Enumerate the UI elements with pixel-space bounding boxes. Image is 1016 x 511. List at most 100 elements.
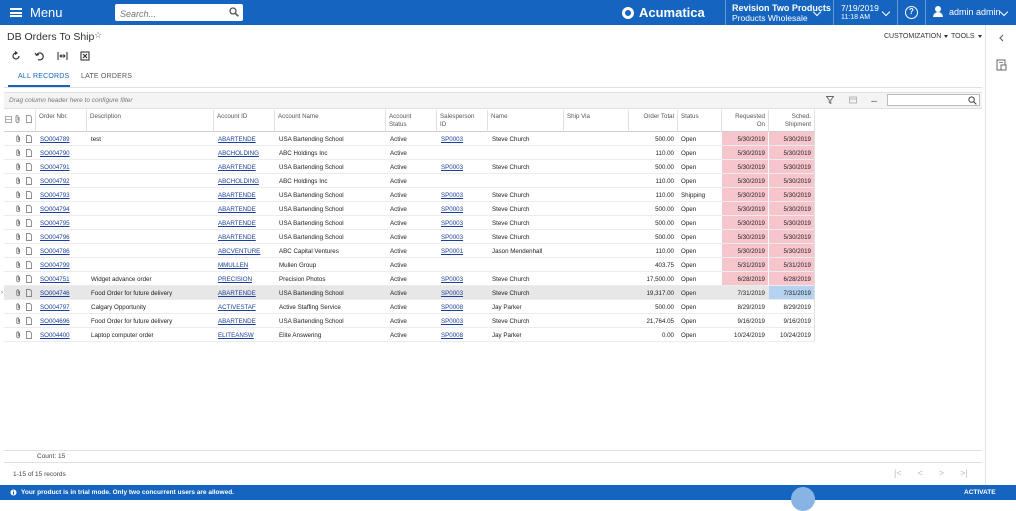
- note-icon[interactable]: [26, 149, 32, 157]
- attachment-icon[interactable]: [16, 275, 22, 283]
- table-row[interactable]: SO004795 ABARTENDE USA Bartending School Ac…: [4, 216, 814, 230]
- order-nbr-link[interactable]: SO004790: [40, 149, 70, 157]
- sched-shipment-cell[interactable]: 8/29/2019: [783, 303, 811, 311]
- table-row[interactable]: SO004796 ABARTENDE USA Bartending School Ac…: [4, 230, 814, 244]
- grid-search-box[interactable]: [887, 94, 980, 106]
- sched-shipment-cell[interactable]: 6/28/2019: [783, 275, 811, 283]
- search-icon[interactable]: [229, 7, 239, 17]
- salesperson-link[interactable]: SP0003: [441, 205, 464, 213]
- account-id-link[interactable]: ABARTENDE: [218, 317, 256, 325]
- order-nbr-link[interactable]: SO004797: [40, 303, 70, 311]
- attachment-icon[interactable]: [16, 233, 22, 241]
- header-ship-via[interactable]: Ship Via: [567, 113, 590, 120]
- customization-menu[interactable]: CUSTOMIZATION: [884, 33, 949, 40]
- account-id-link[interactable]: ABARTENDE: [218, 163, 256, 171]
- sched-shipment-cell[interactable]: 5/30/2019: [783, 247, 811, 255]
- sched-shipment-cell[interactable]: 5/30/2019: [783, 163, 811, 171]
- note-icon[interactable]: [26, 163, 32, 171]
- note-icon[interactable]: [26, 303, 32, 311]
- attachment-icon[interactable]: [16, 219, 22, 227]
- attachment-icon[interactable]: [16, 205, 22, 213]
- chevron-down-icon[interactable]: [881, 7, 891, 17]
- note-icon[interactable]: [26, 275, 32, 283]
- table-row[interactable]: SO004792 ABCHOLDING ABC Holdings Inc Active…: [4, 174, 814, 188]
- note-icon[interactable]: [26, 331, 32, 339]
- table-row[interactable]: SO004790 ABCHOLDING ABC Holdings Inc Active…: [4, 146, 814, 160]
- salesperson-link[interactable]: SP0003: [441, 219, 464, 227]
- previous-page-button[interactable]: <: [917, 468, 923, 478]
- tools-menu[interactable]: TOOLS: [951, 33, 982, 40]
- attachment-icon[interactable]: [16, 135, 22, 143]
- help-icon[interactable]: ?: [905, 6, 918, 19]
- order-nbr-link[interactable]: SO004794: [40, 205, 70, 213]
- row-selector-header-icon[interactable]: [5, 116, 12, 123]
- user-menu[interactable]: admin admin: [933, 6, 1001, 17]
- refresh-button[interactable]: [10, 50, 22, 62]
- attachment-icon[interactable]: [16, 317, 22, 325]
- order-nbr-link[interactable]: SO004793: [40, 191, 70, 199]
- table-row[interactable]: › SO004746 Food Order for future delivery A…: [1, 286, 814, 300]
- account-id-link[interactable]: ELITEANSW: [218, 331, 254, 339]
- chevron-down-icon[interactable]: [999, 7, 1009, 17]
- note-icon[interactable]: [26, 289, 32, 297]
- favorite-star-icon[interactable]: ☆: [94, 30, 103, 40]
- account-id-link[interactable]: PRECISION: [218, 275, 253, 283]
- salesperson-link[interactable]: SP0003: [441, 317, 464, 325]
- attachment-icon[interactable]: [16, 247, 22, 255]
- first-page-button[interactable]: |<: [894, 468, 902, 478]
- table-row[interactable]: SO004793 ABARTENDE USA Bartending School Ac…: [4, 188, 814, 202]
- header-salesperson-id[interactable]: Salesperson ID: [440, 113, 474, 129]
- notes-panel-icon[interactable]: [996, 59, 1007, 71]
- order-nbr-link[interactable]: SO004791: [40, 163, 70, 171]
- attachment-icon[interactable]: [16, 177, 22, 185]
- menu-button[interactable]: Menu: [10, 4, 63, 21]
- attachment-icon[interactable]: [16, 261, 22, 269]
- account-id-link[interactable]: ABARTENDE: [218, 135, 256, 143]
- attachment-icon[interactable]: [16, 303, 22, 311]
- account-id-link[interactable]: ABCVENTURE: [218, 247, 261, 255]
- account-id-link[interactable]: ABCHOLDING: [218, 177, 259, 185]
- account-id-link[interactable]: MMULLEN: [218, 261, 249, 269]
- business-date-selector[interactable]: 7/19/2019 11:18 AM: [841, 3, 879, 23]
- sched-shipment-cell[interactable]: 5/30/2019: [783, 177, 811, 185]
- note-icon[interactable]: [26, 317, 32, 325]
- note-icon[interactable]: [26, 191, 32, 199]
- order-nbr-link[interactable]: SO004786: [40, 247, 70, 255]
- export-to-excel-button[interactable]: [79, 50, 91, 62]
- salesperson-link[interactable]: SP0003: [441, 289, 464, 297]
- attachment-icon[interactable]: [16, 149, 22, 157]
- tab-all-records[interactable]: ALL RECORDS: [18, 73, 70, 80]
- order-nbr-link[interactable]: SO004696: [40, 317, 70, 325]
- sched-shipment-cell[interactable]: 5/30/2019: [783, 135, 811, 143]
- global-search-input[interactable]: [115, 5, 225, 23]
- note-icon[interactable]: [26, 219, 32, 227]
- salesperson-link[interactable]: SP0008: [441, 331, 464, 339]
- attachment-icon[interactable]: [16, 331, 22, 339]
- sched-shipment-cell[interactable]: 5/31/2019: [783, 261, 811, 269]
- order-nbr-link[interactable]: SO004751: [40, 275, 70, 283]
- sched-shipment-cell[interactable]: 5/30/2019: [783, 219, 811, 227]
- company-branch-selector[interactable]: Revision Two Products Products Wholesale: [732, 3, 831, 23]
- sched-shipment-cell[interactable]: 5/30/2019: [783, 149, 811, 157]
- table-row[interactable]: SO004797 Calgary Opportunity ACTIVESTAF Act…: [4, 300, 814, 314]
- table-row[interactable]: SO004791 ABARTENDE USA Bartending School Ac…: [4, 160, 814, 174]
- last-page-button[interactable]: >|: [960, 468, 968, 478]
- salesperson-link[interactable]: SP0003: [441, 135, 464, 143]
- search-icon[interactable]: [968, 96, 977, 105]
- order-nbr-link[interactable]: SO004400: [40, 331, 70, 339]
- account-id-link[interactable]: ABARTENDE: [218, 289, 256, 297]
- table-row[interactable]: SO004786 ABCVENTURE ABC Capital Ventures Ac…: [4, 244, 814, 258]
- column-config-icon[interactable]: [848, 95, 858, 105]
- note-icon[interactable]: [26, 135, 32, 143]
- sched-shipment-cell[interactable]: 7/31/2019: [783, 289, 811, 297]
- undo-button[interactable]: [33, 50, 45, 62]
- salesperson-link[interactable]: SP0001: [441, 247, 464, 255]
- collapse-panel-chevron-icon[interactable]: [998, 34, 1005, 42]
- activate-button[interactable]: ACTIVATE: [964, 489, 996, 496]
- salesperson-link[interactable]: SP0003: [441, 275, 464, 283]
- table-row[interactable]: SO004799 MMULLEN Mullen Group Active 403.75 O…: [4, 258, 814, 272]
- header-account-id[interactable]: Account ID: [217, 113, 248, 120]
- header-sched-shipment[interactable]: Sched. Shipment: [770, 113, 811, 129]
- sched-shipment-cell[interactable]: 5/30/2019: [783, 205, 811, 213]
- table-row[interactable]: SO004696 Food Order for future delivery AB…: [4, 314, 814, 328]
